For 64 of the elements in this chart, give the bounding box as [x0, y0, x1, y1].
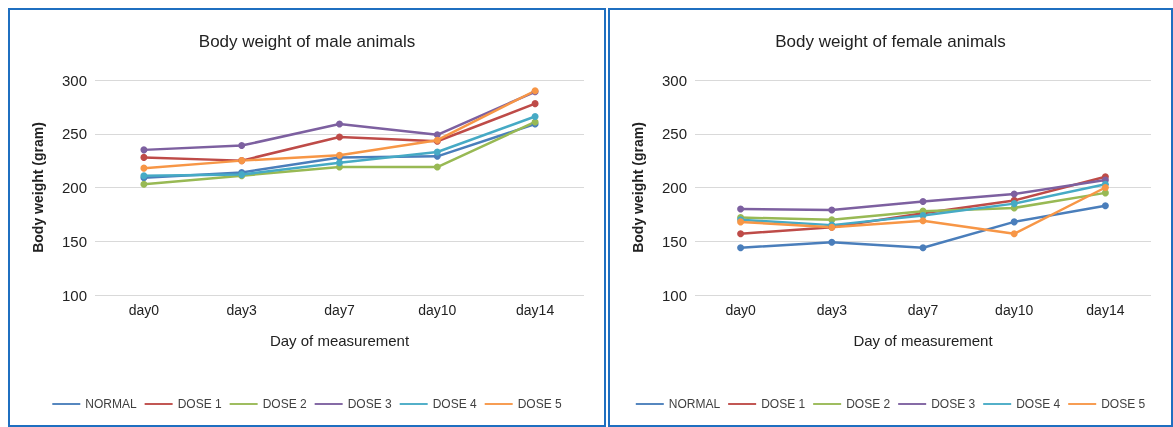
x-tick-label: day0 [128, 302, 160, 318]
point [336, 120, 343, 128]
y-axis-title: Body weight (gram) [630, 122, 646, 253]
point [1010, 218, 1018, 226]
y-tick-label: 150 [661, 232, 687, 250]
y-tick-label: 150 [61, 232, 87, 250]
point [433, 163, 441, 171]
legend-label: NORMAL [85, 397, 137, 411]
point [140, 153, 148, 161]
legend-label: DOSE 1 [761, 397, 806, 411]
point [238, 142, 246, 150]
y-axis-title: Body weight (gram) [30, 122, 46, 253]
point [919, 244, 927, 252]
legend-label: NORMAL [668, 397, 721, 411]
legend-label: DOSE 3 [931, 397, 976, 411]
legend-label: DOSE 2 [846, 397, 891, 411]
x-tick-label: day7 [907, 302, 939, 318]
point [737, 244, 745, 252]
point [1010, 200, 1018, 208]
point [828, 238, 836, 246]
legend-label: DOSE 1 [177, 397, 222, 411]
x-tick-label: day3 [816, 302, 848, 318]
point [140, 180, 148, 188]
x-tick-label: day14 [1086, 302, 1125, 318]
point [140, 146, 148, 154]
point [140, 164, 148, 172]
x-tick-label: day3 [226, 302, 258, 318]
point [336, 159, 343, 167]
x-tick-label: day0 [725, 302, 756, 318]
legend-label: DOSE 2 [262, 397, 307, 411]
point [919, 217, 927, 225]
point [336, 133, 343, 141]
x-tick-label: day10 [995, 302, 1034, 318]
y-tick-label: 100 [61, 286, 87, 304]
y-tick-label: 250 [61, 125, 87, 143]
legend-label: DOSE 3 [347, 397, 392, 411]
point [1101, 202, 1109, 210]
x-axis-title: Day of measurement [269, 332, 410, 349]
x-tick-label: day14 [516, 302, 555, 318]
y-tick-label: 300 [661, 71, 687, 89]
y-tick-label: 250 [661, 125, 687, 143]
y-tick-label: 200 [661, 179, 687, 196]
y-tick-label: 200 [61, 179, 87, 196]
chart-title: Body weight of female animals [775, 32, 1006, 51]
x-tick-label: day7 [324, 302, 355, 318]
y-tick-label: 100 [661, 286, 687, 304]
point [919, 197, 927, 205]
point [1101, 184, 1109, 191]
point [433, 148, 441, 156]
point [737, 205, 745, 213]
legend-label: DOSE 4 [432, 397, 478, 411]
legend-label: DOSE 5 [1101, 397, 1146, 411]
legend-label: DOSE 5 [517, 397, 563, 411]
x-axis-title: Day of measurement [853, 332, 994, 349]
point [1010, 230, 1018, 238]
point [1010, 190, 1018, 198]
legend-label: DOSE 4 [1016, 397, 1061, 411]
chart-title: Body weight of male animals [198, 32, 416, 51]
point [531, 113, 539, 121]
point [531, 100, 539, 108]
point [737, 230, 745, 238]
point [828, 206, 836, 214]
y-tick-label: 300 [61, 71, 87, 89]
x-tick-label: day10 [418, 302, 457, 318]
